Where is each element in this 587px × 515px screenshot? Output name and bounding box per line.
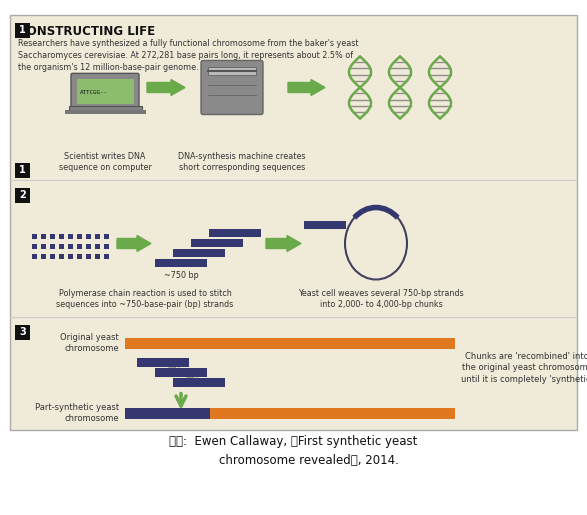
FancyBboxPatch shape (95, 234, 100, 238)
FancyBboxPatch shape (173, 377, 225, 387)
FancyBboxPatch shape (41, 244, 46, 249)
Polygon shape (117, 235, 151, 251)
FancyBboxPatch shape (32, 234, 37, 238)
FancyBboxPatch shape (41, 254, 46, 259)
Text: 3: 3 (19, 327, 26, 337)
Polygon shape (288, 79, 325, 95)
FancyBboxPatch shape (77, 254, 82, 259)
FancyBboxPatch shape (50, 234, 55, 238)
FancyBboxPatch shape (201, 60, 263, 114)
FancyBboxPatch shape (32, 254, 37, 259)
FancyBboxPatch shape (104, 254, 109, 259)
Ellipse shape (345, 208, 407, 280)
FancyBboxPatch shape (104, 234, 109, 238)
FancyBboxPatch shape (41, 234, 46, 238)
FancyBboxPatch shape (95, 254, 100, 259)
FancyBboxPatch shape (15, 23, 30, 38)
FancyBboxPatch shape (304, 220, 346, 229)
FancyBboxPatch shape (15, 163, 30, 178)
FancyBboxPatch shape (86, 254, 91, 259)
Text: Original yeast
chromosome: Original yeast chromosome (60, 333, 119, 353)
FancyBboxPatch shape (71, 73, 139, 109)
FancyBboxPatch shape (50, 254, 55, 259)
FancyBboxPatch shape (69, 106, 141, 111)
FancyBboxPatch shape (173, 249, 225, 256)
Text: 1: 1 (19, 25, 26, 35)
FancyBboxPatch shape (137, 357, 189, 367)
Text: 자료:  Ewen Callaway, 「First synthetic yeast
        chromosome revealed」, 2014.: 자료: Ewen Callaway, 「First synthetic yeas… (169, 435, 418, 468)
FancyBboxPatch shape (32, 244, 37, 249)
FancyBboxPatch shape (59, 254, 64, 259)
Text: Polymerase chain reaction is used to stitch
sequences into ~750-base-pair (bp) s: Polymerase chain reaction is used to sti… (56, 288, 234, 309)
Text: ATTCGG--: ATTCGG-- (79, 90, 107, 95)
Text: ~750 bp: ~750 bp (164, 270, 198, 280)
Text: 2: 2 (19, 190, 26, 200)
FancyBboxPatch shape (209, 229, 261, 236)
Text: Yeast cell weaves several 750-bp strands
into 2,000- to 4,000-bp chunks: Yeast cell weaves several 750-bp strands… (298, 288, 464, 309)
FancyBboxPatch shape (68, 234, 73, 238)
FancyBboxPatch shape (208, 66, 256, 75)
Text: 1: 1 (19, 165, 26, 175)
FancyBboxPatch shape (68, 254, 73, 259)
FancyBboxPatch shape (10, 15, 577, 430)
Text: Part-synthetic yeast
chromosome: Part-synthetic yeast chromosome (35, 403, 119, 423)
FancyBboxPatch shape (59, 234, 64, 238)
Text: Chunks are 'recombined' into
the original yeast chromosome
until it is completel: Chunks are 'recombined' into the origina… (461, 352, 587, 384)
FancyBboxPatch shape (125, 338, 455, 349)
FancyBboxPatch shape (155, 368, 207, 376)
FancyBboxPatch shape (86, 234, 91, 238)
FancyBboxPatch shape (15, 187, 30, 202)
FancyBboxPatch shape (125, 408, 210, 419)
Text: Researchers have synthesized a fully functional chromosome from the baker's yeas: Researchers have synthesized a fully fun… (18, 39, 359, 72)
Text: Scientist writes DNA
sequence on computer: Scientist writes DNA sequence on compute… (59, 151, 151, 172)
Polygon shape (266, 235, 301, 251)
FancyBboxPatch shape (155, 259, 207, 266)
Text: CONSTRUCTING LIFE: CONSTRUCTING LIFE (18, 25, 155, 38)
Text: DNA-synthesis machine creates
short corresponding sequences: DNA-synthesis machine creates short corr… (178, 151, 306, 172)
FancyBboxPatch shape (210, 408, 455, 419)
FancyBboxPatch shape (95, 244, 100, 249)
FancyBboxPatch shape (50, 244, 55, 249)
FancyBboxPatch shape (59, 244, 64, 249)
FancyBboxPatch shape (15, 324, 30, 339)
FancyBboxPatch shape (191, 238, 243, 247)
Polygon shape (147, 79, 185, 95)
FancyBboxPatch shape (77, 234, 82, 238)
FancyBboxPatch shape (104, 244, 109, 249)
FancyBboxPatch shape (76, 79, 133, 104)
FancyBboxPatch shape (86, 244, 91, 249)
FancyBboxPatch shape (68, 244, 73, 249)
FancyBboxPatch shape (77, 244, 82, 249)
FancyBboxPatch shape (65, 110, 146, 113)
